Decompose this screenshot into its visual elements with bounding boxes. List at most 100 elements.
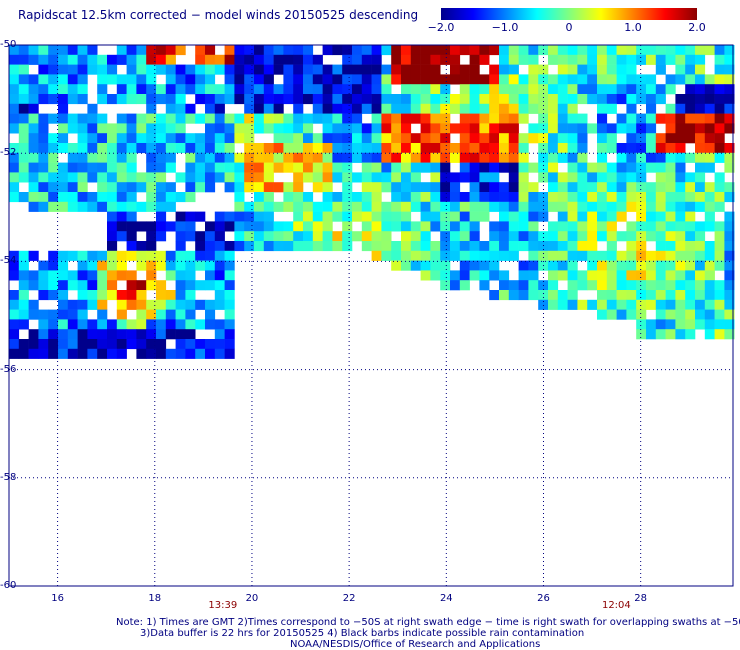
data-cell: [469, 113, 480, 124]
data-cell: [587, 211, 598, 222]
data-cell: [538, 94, 549, 105]
data-cell: [224, 54, 235, 65]
data-cell: [597, 172, 608, 183]
data-cell: [636, 74, 647, 85]
data-cell: [18, 280, 29, 291]
data-cell: [489, 64, 500, 75]
longitude-label: 24: [439, 593, 453, 604]
data-cell: [440, 133, 451, 144]
data-cell: [675, 162, 686, 173]
data-cell: [597, 64, 608, 75]
data-cell: [410, 143, 421, 154]
data-cell: [528, 45, 539, 56]
data-cell: [685, 319, 696, 330]
data-cell: [77, 319, 88, 330]
data-cell: [499, 290, 510, 301]
data-cell: [283, 133, 294, 144]
data-cell: [195, 94, 206, 105]
data-cell: [459, 152, 470, 163]
data-cell: [655, 280, 666, 291]
data-cell: [48, 290, 59, 301]
data-cell: [146, 94, 157, 105]
data-cell: [283, 182, 294, 193]
data-cell: [557, 221, 568, 232]
data-cell: [322, 64, 333, 75]
data-cell: [322, 84, 333, 95]
data-cell: [175, 123, 186, 134]
data-cell: [58, 84, 69, 95]
data-cell: [303, 162, 314, 173]
data-cell: [695, 260, 706, 271]
data-cell: [303, 201, 314, 212]
data-cell: [361, 172, 372, 183]
data-cell: [205, 280, 216, 291]
data-cell: [587, 231, 598, 242]
data-cell: [616, 64, 627, 75]
data-cell: [587, 241, 598, 252]
data-cell: [646, 152, 657, 163]
data-cell: [87, 192, 98, 203]
data-cell: [371, 94, 382, 105]
data-cell: [293, 143, 304, 154]
data-cell: [508, 192, 519, 203]
data-cell: [695, 123, 706, 134]
data-cell: [371, 221, 382, 232]
data-cell: [185, 299, 196, 310]
data-cell: [97, 162, 108, 173]
data-cell: [499, 201, 510, 212]
data-cell: [557, 54, 568, 65]
data-cell: [714, 241, 725, 252]
data-cell: [165, 64, 176, 75]
data-cell: [508, 172, 519, 183]
data-cell: [244, 211, 255, 222]
data-cell: [352, 103, 363, 114]
data-cell: [401, 103, 412, 114]
data-cell: [87, 339, 98, 350]
data-cell: [136, 329, 147, 340]
data-cell: [312, 143, 323, 154]
data-cell: [77, 348, 88, 359]
data-cell: [107, 348, 118, 359]
data-cell: [224, 182, 235, 193]
data-cell: [597, 182, 608, 193]
data-cell: [597, 152, 608, 163]
data-cell: [293, 201, 304, 212]
data-cell: [665, 143, 676, 154]
data-cell: [38, 280, 49, 291]
data-cell: [704, 299, 715, 310]
data-cell: [48, 143, 59, 154]
data-cell: [587, 270, 598, 281]
data-cell: [156, 162, 167, 173]
data-cell: [224, 270, 235, 281]
data-cell: [675, 64, 686, 75]
data-cell: [9, 45, 20, 56]
data-cell: [459, 113, 470, 124]
data-cell: [185, 280, 196, 291]
data-cell: [77, 270, 88, 281]
data-cell: [518, 54, 529, 65]
data-cell: [18, 54, 29, 65]
data-cell: [479, 211, 490, 222]
data-cell: [156, 250, 167, 261]
data-cell: [714, 123, 725, 134]
data-cell: [469, 231, 480, 242]
data-cell: [450, 94, 461, 105]
data-cell: [185, 172, 196, 183]
data-cell: [489, 94, 500, 105]
data-cell: [273, 123, 284, 134]
data-cell: [626, 270, 637, 281]
data-cell: [273, 113, 284, 124]
data-cell: [430, 123, 441, 134]
data-cell: [87, 113, 98, 124]
data-cell: [87, 54, 98, 65]
data-cell: [665, 172, 676, 183]
data-cell: [185, 231, 196, 242]
data-cell: [97, 270, 108, 281]
data-cell: [401, 94, 412, 105]
data-cell: [195, 45, 206, 56]
data-cell: [508, 211, 519, 222]
data-cell: [283, 192, 294, 203]
data-cell: [714, 201, 725, 212]
data-cell: [254, 103, 265, 114]
data-cell: [508, 152, 519, 163]
